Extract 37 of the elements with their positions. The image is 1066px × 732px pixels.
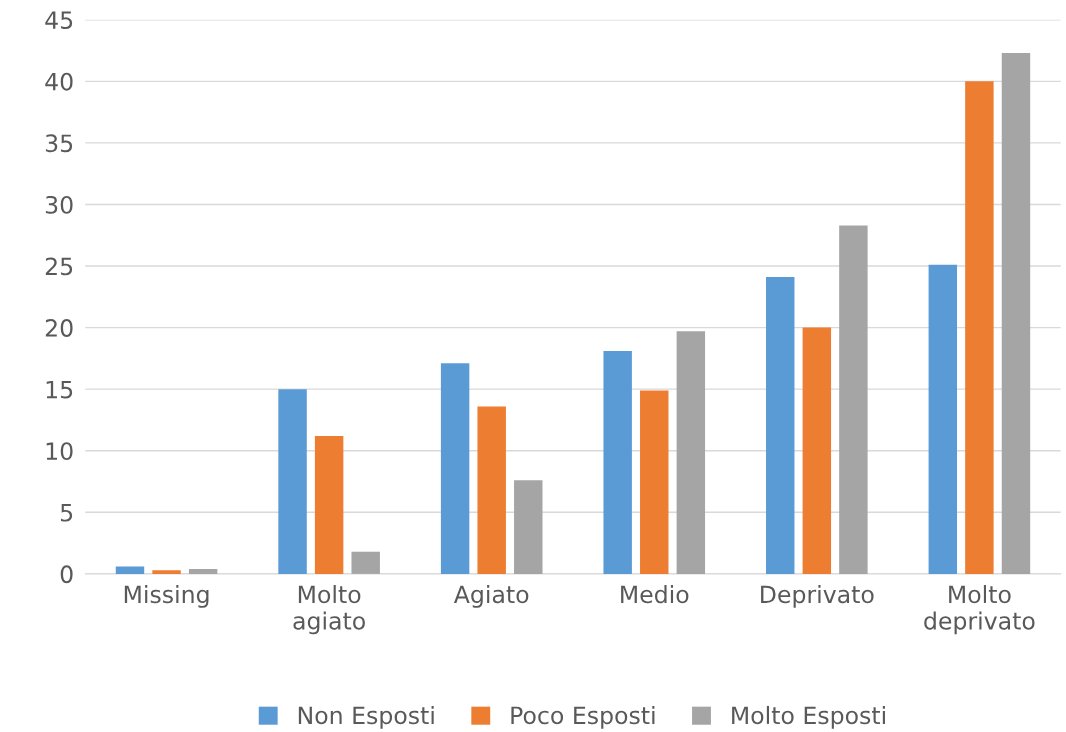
- y-tick-label: 20: [45, 319, 73, 337]
- bar: [115, 566, 145, 574]
- bar: [152, 570, 181, 574]
- y-tick-label: 35: [45, 134, 73, 153]
- bar: [965, 81, 994, 574]
- bar: [440, 363, 470, 574]
- x-tick-label: Medio: [621, 585, 689, 604]
- x-tick-label: Deprivato: [761, 585, 874, 608]
- bar: [351, 551, 380, 574]
- legend-label: Non Esposti: [298, 705, 434, 729]
- bar: [1001, 53, 1031, 574]
- x-tick-label: Molto agiato: [293, 585, 365, 635]
- x-tick-label: Missing: [124, 585, 209, 608]
- bar: [603, 351, 632, 574]
- y-tick-label: 15: [46, 380, 73, 399]
- bar: [278, 389, 307, 574]
- x-tick-label: Molto deprivato: [924, 585, 1035, 635]
- bar: [477, 406, 506, 574]
- bar: [839, 225, 868, 574]
- x-tick-label: Agiato: [453, 585, 529, 608]
- y-tick-label: 0: [60, 565, 73, 584]
- y-tick-label: 10: [46, 442, 73, 461]
- bar: [314, 435, 344, 574]
- y-tick-label: 5: [60, 504, 73, 522]
- bar: [514, 480, 543, 574]
- y-tick-label: 45: [45, 11, 73, 30]
- y-tick-label: 40: [45, 72, 73, 91]
- y-tick-label: 25: [45, 257, 73, 276]
- legend-label: Molto Esposti: [732, 705, 885, 729]
- bar: [928, 264, 958, 574]
- bar: [676, 331, 706, 574]
- bar: [802, 327, 832, 574]
- legend-label: Poco Esposti: [511, 705, 655, 729]
- y-tick-label: 30: [45, 195, 73, 214]
- bar: [766, 277, 795, 574]
- bar: [188, 568, 218, 574]
- bar: [640, 390, 669, 574]
